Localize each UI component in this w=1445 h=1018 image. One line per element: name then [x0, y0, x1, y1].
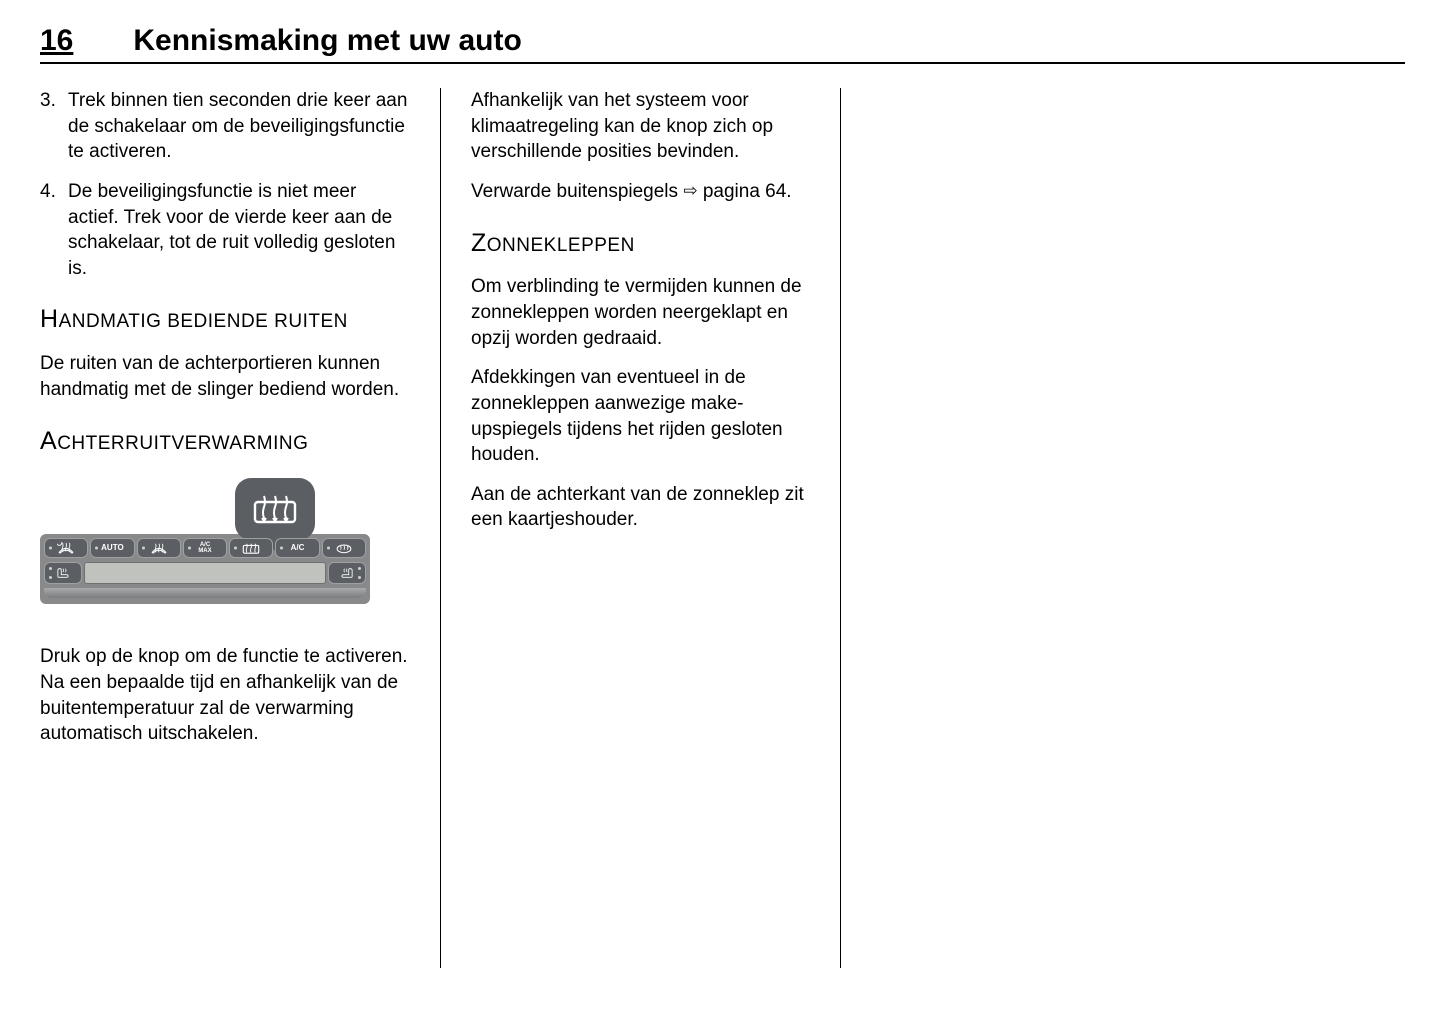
rear-defrost-icon	[242, 542, 260, 554]
front-defrost-max-button	[44, 538, 88, 558]
ac-label: A/C	[291, 544, 305, 552]
column-3	[840, 88, 1240, 968]
seat-heat-left-icon	[54, 567, 72, 579]
climate-display	[84, 562, 326, 584]
climate-panel-illustration: AUTO A/CMAX A/C	[40, 478, 370, 604]
rear-defrost-button	[229, 538, 273, 558]
list-text: Trek binnen tien seconden drie keer aan …	[68, 88, 410, 165]
ac-max-button: A/CMAX	[183, 538, 227, 558]
column-1: 3. Trek binnen tien seconden drie keer a…	[40, 88, 440, 968]
callout-bubble	[235, 478, 370, 540]
paragraph: Om verblinding te vermijden kunnen de zo…	[471, 274, 810, 351]
front-defrost-icon	[150, 542, 168, 554]
list-item: 3. Trek binnen tien seconden drie keer a…	[40, 88, 410, 165]
paragraph: Druk op de knop om de functie te activer…	[40, 644, 410, 747]
auto-label: AUTO	[101, 544, 124, 552]
auto-button: AUTO	[90, 538, 134, 558]
heated-mirror-button	[322, 538, 366, 558]
page-number: 16	[40, 24, 73, 58]
section-heading-sun-visors: ZONNEKLEPPEN	[471, 227, 810, 261]
climate-button-row: AUTO A/CMAX A/C	[44, 538, 366, 558]
list-number: 3.	[40, 88, 68, 165]
front-defrost-button	[137, 538, 181, 558]
column-2: Afhankelijk van het systeem voor klimaat…	[440, 88, 840, 968]
list-item: 4. De beveiligingsfunctie is niet meer a…	[40, 179, 410, 282]
paragraph: Afhankelijk van het systeem voor klimaat…	[471, 88, 810, 165]
seat-heat-left-button	[44, 562, 82, 584]
climate-display-row	[44, 562, 366, 584]
ac-button: A/C	[275, 538, 319, 558]
seat-heat-right-button	[328, 562, 366, 584]
paragraph: Aan de achterkant van de zonneklep zit e…	[471, 482, 810, 533]
list-number: 4.	[40, 179, 68, 282]
page-header: 16 Kennismaking met uw auto	[40, 24, 1405, 64]
panel-base	[44, 588, 366, 598]
section-heading-manual-windows: HANDMATIG BEDIENDE RUITEN	[40, 303, 410, 337]
seat-heat-right-icon	[338, 567, 356, 579]
reference-arrow-icon: ⇨	[683, 180, 697, 203]
front-defrost-max-icon	[57, 542, 75, 554]
heated-mirror-icon	[335, 542, 353, 554]
rear-defrost-icon	[252, 492, 298, 526]
climate-panel: AUTO A/CMAX A/C	[40, 534, 370, 604]
content-columns: 3. Trek binnen tien seconden drie keer a…	[40, 88, 1405, 968]
section-heading-rear-window-heating: ACHTERRUITVERWARMING	[40, 425, 410, 459]
ac-max-label: A/CMAX	[198, 542, 211, 554]
paragraph: De ruiten van de achterportieren kunnen …	[40, 351, 410, 402]
cross-reference: Verwarde buitenspiegels ⇨ pagina 64.	[471, 179, 810, 205]
list-text: De beveiligingsfunctie is niet meer acti…	[68, 179, 410, 282]
page-title: Kennismaking met uw auto	[133, 24, 521, 58]
paragraph: Afdekkingen van eventueel in de zonnekle…	[471, 365, 810, 468]
